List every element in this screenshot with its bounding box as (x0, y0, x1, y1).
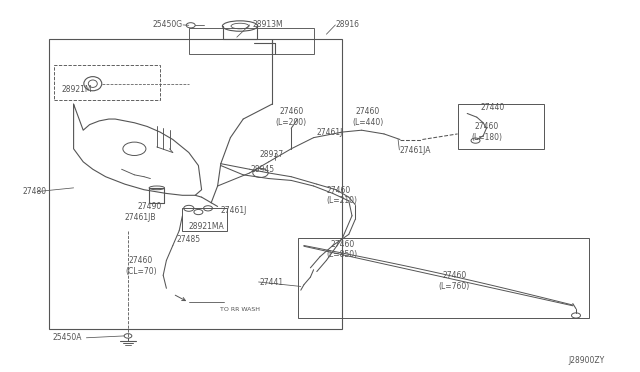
Text: 28921M: 28921M (61, 85, 92, 94)
Text: TO RR WASH: TO RR WASH (220, 307, 260, 312)
Bar (49, 39, 342, 329)
Text: 28937: 28937 (260, 150, 284, 159)
Text: 27460
(CL=70): 27460 (CL=70) (125, 256, 157, 276)
Bar (189, 28, 314, 54)
Bar (182, 208, 227, 231)
Bar (298, 238, 589, 318)
Text: 27461J: 27461J (317, 128, 343, 137)
Text: 28945: 28945 (250, 165, 275, 174)
Text: 27461J: 27461J (221, 206, 247, 215)
Text: 27461JB: 27461JB (125, 213, 156, 222)
Text: 27441: 27441 (259, 278, 284, 287)
Text: 27460
(L=200): 27460 (L=200) (276, 108, 307, 127)
Text: 27485: 27485 (177, 235, 201, 244)
Text: 25450A: 25450A (52, 333, 82, 342)
Text: 25450G: 25450G (152, 20, 182, 29)
Text: 27460
(L=180): 27460 (L=180) (471, 122, 502, 142)
Text: 28921MA: 28921MA (189, 222, 225, 231)
Text: 27460
(L=440): 27460 (L=440) (353, 108, 383, 127)
Bar (458, 104, 544, 149)
Text: 27460
(L=760): 27460 (L=760) (439, 271, 470, 291)
Text: 27460
(L=850): 27460 (L=850) (327, 240, 358, 259)
Text: 27490: 27490 (138, 202, 162, 211)
Text: 27460
(L=210): 27460 (L=210) (326, 186, 357, 205)
Text: 27480: 27480 (22, 187, 47, 196)
Text: 28913M: 28913M (253, 20, 284, 29)
Text: 27461JA: 27461JA (400, 146, 431, 155)
Text: J28900ZY: J28900ZY (568, 356, 605, 365)
Bar (54, 65, 160, 100)
Text: 27440: 27440 (481, 103, 505, 112)
Text: 28916: 28916 (336, 20, 360, 29)
